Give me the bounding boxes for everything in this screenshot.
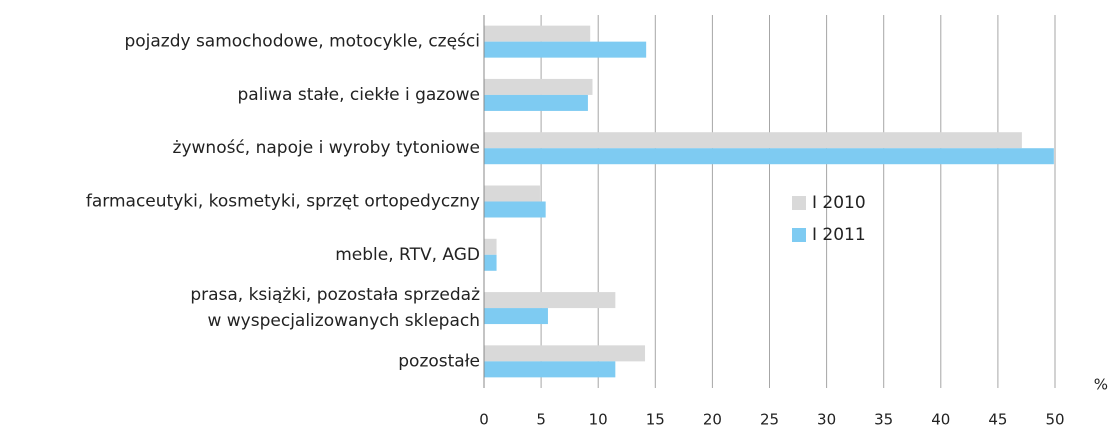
bar xyxy=(484,41,647,58)
x-tick-label: 50 xyxy=(1045,411,1064,428)
bar xyxy=(484,201,546,218)
x-tick-label: 40 xyxy=(931,411,950,428)
bar xyxy=(484,308,548,325)
y-tick-label: prasa, książki, pozostała sprzedaż xyxy=(190,285,480,305)
bar xyxy=(484,94,588,111)
x-tick-label: 20 xyxy=(703,411,722,428)
bar xyxy=(484,361,616,378)
y-tick-label: farmaceutyki, kosmetyki, sprzęt ortopedy… xyxy=(86,192,480,212)
y-tick-label: pozostałe xyxy=(398,351,480,371)
x-tick-label: 25 xyxy=(760,411,779,428)
x-tick-label: 35 xyxy=(874,411,893,428)
x-tick-label: 10 xyxy=(589,411,608,428)
x-tick-label: 45 xyxy=(988,411,1007,428)
x-tick-label: 30 xyxy=(817,411,836,428)
y-tick-label: w wyspecjalizowanych sklepach xyxy=(207,311,480,331)
x-tick-label: 5 xyxy=(536,411,546,428)
bar xyxy=(484,292,616,309)
legend-label: I 2011 xyxy=(812,225,866,245)
x-tick-label: 0 xyxy=(479,411,489,428)
legend-swatch xyxy=(792,196,806,210)
bar xyxy=(484,148,1054,165)
y-tick-label: meble, RTV, AGD xyxy=(335,245,480,265)
bar xyxy=(484,132,1022,149)
y-tick-label: żywność, napoje i wyroby tytoniowe xyxy=(173,138,480,158)
legend-label: I 2010 xyxy=(812,193,866,213)
bar xyxy=(484,185,540,202)
x-axis-label: % xyxy=(1094,376,1108,394)
bar xyxy=(484,78,593,95)
x-tick-label: 15 xyxy=(646,411,665,428)
bar xyxy=(484,345,646,362)
bar xyxy=(484,238,497,255)
bar xyxy=(484,254,497,271)
legend-swatch xyxy=(792,228,806,242)
y-tick-label: pojazdy samochodowe, motocykle, części xyxy=(124,32,480,52)
y-tick-label: paliwa stałe, ciekłe i gazowe xyxy=(237,85,480,105)
bar xyxy=(484,25,591,42)
